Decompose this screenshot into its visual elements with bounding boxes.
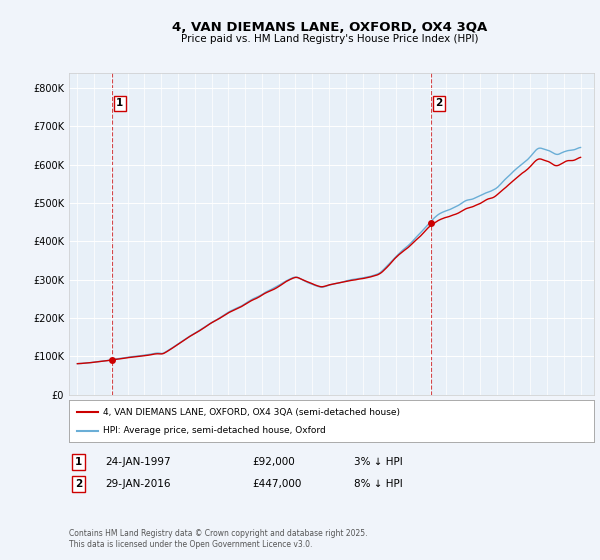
Text: 1: 1 <box>75 457 82 467</box>
Text: 29-JAN-2016: 29-JAN-2016 <box>105 479 170 489</box>
Text: 24-JAN-1997: 24-JAN-1997 <box>105 457 170 467</box>
Text: Price paid vs. HM Land Registry's House Price Index (HPI): Price paid vs. HM Land Registry's House … <box>181 34 479 44</box>
Text: 1: 1 <box>116 99 124 109</box>
Text: 8% ↓ HPI: 8% ↓ HPI <box>354 479 403 489</box>
Text: Contains HM Land Registry data © Crown copyright and database right 2025.
This d: Contains HM Land Registry data © Crown c… <box>69 529 367 549</box>
Text: £92,000: £92,000 <box>252 457 295 467</box>
Text: £447,000: £447,000 <box>252 479 301 489</box>
Text: 2: 2 <box>435 99 442 109</box>
Text: 2: 2 <box>75 479 82 489</box>
Text: 4, VAN DIEMANS LANE, OXFORD, OX4 3QA: 4, VAN DIEMANS LANE, OXFORD, OX4 3QA <box>172 21 488 34</box>
Text: 3% ↓ HPI: 3% ↓ HPI <box>354 457 403 467</box>
Text: 4, VAN DIEMANS LANE, OXFORD, OX4 3QA (semi-detached house): 4, VAN DIEMANS LANE, OXFORD, OX4 3QA (se… <box>103 408 400 417</box>
Text: HPI: Average price, semi-detached house, Oxford: HPI: Average price, semi-detached house,… <box>103 426 326 435</box>
